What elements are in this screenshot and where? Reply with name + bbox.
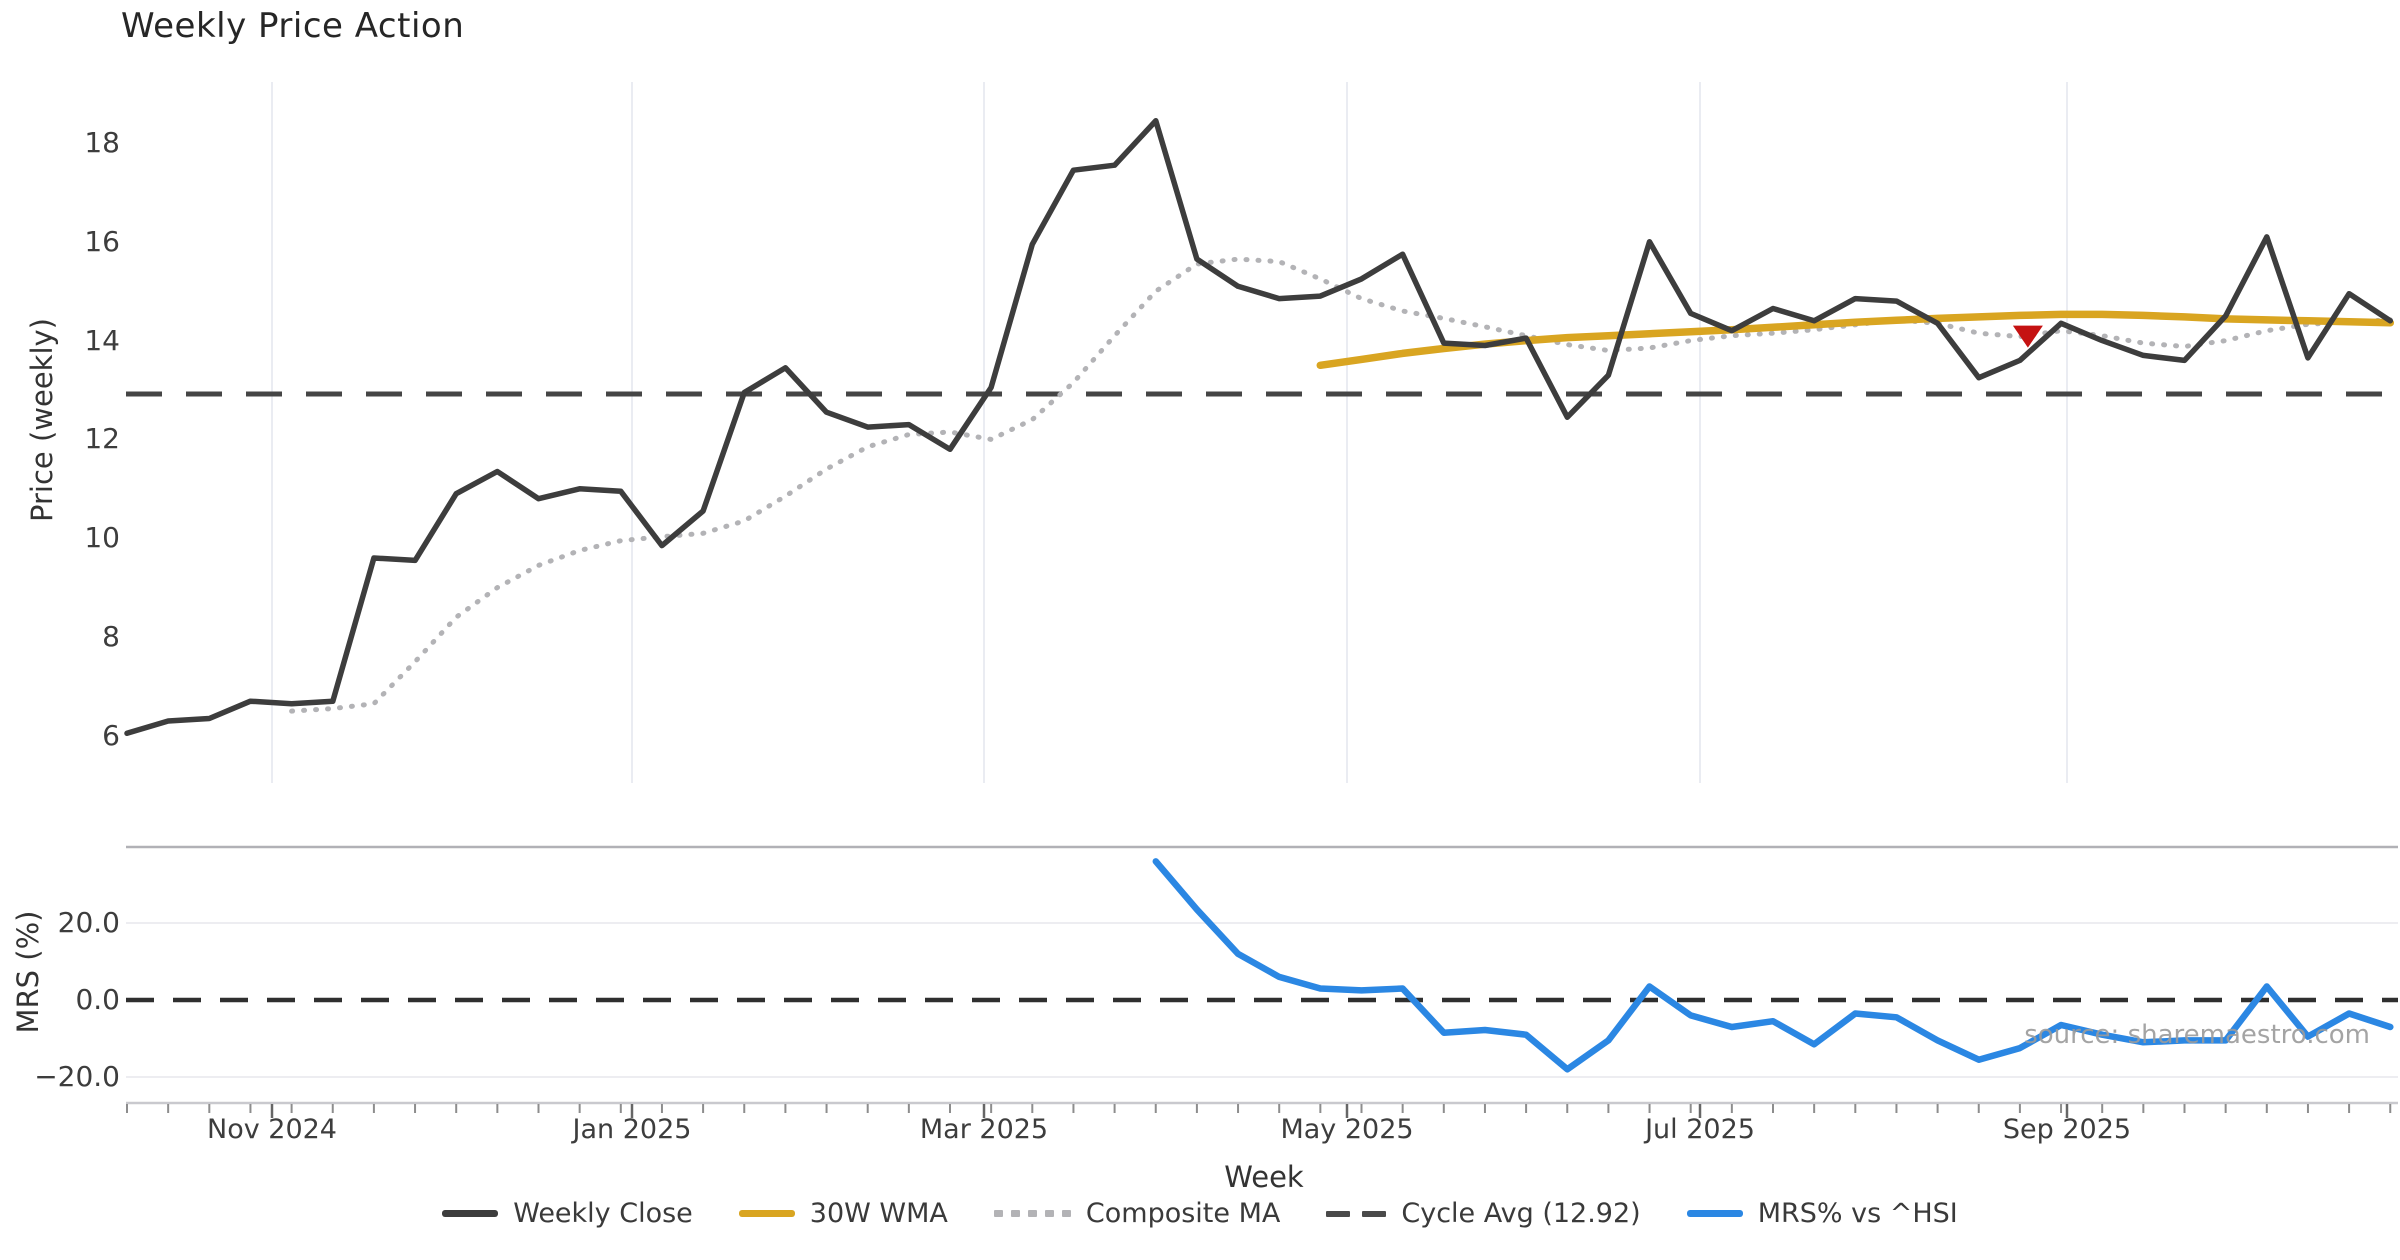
x-tick-label: May 2025 (1280, 1114, 1414, 1145)
x-tick-label: Jan 2025 (572, 1114, 692, 1145)
wma-line (1316, 310, 2395, 370)
legend-label: Weekly Close (513, 1198, 693, 1229)
y-tick-label: 6 (102, 719, 120, 752)
weekly-close-line-swatch (442, 1210, 499, 1217)
y-tick-label: 12 (84, 422, 120, 455)
x-tick-label: Mar 2025 (919, 1114, 1049, 1145)
y-tick-label: 14 (84, 324, 120, 357)
chart-title: Weekly Price Action (121, 6, 465, 46)
legend-label: 30W WMA (809, 1198, 948, 1229)
legend-item-composite-ma: Composite MA (993, 1198, 1281, 1229)
legend-item-cycle-avg: Cycle Avg (12.92) (1326, 1198, 1641, 1229)
legend-label: Cycle Avg (12.92) (1401, 1198, 1641, 1229)
x-axis-ticks (126, 1104, 2392, 1118)
y-tick-label: 20.0 (57, 906, 120, 939)
x-tick-label: Jul 2025 (1645, 1114, 1755, 1145)
top-panel-gridlines (271, 82, 2068, 783)
y-tick-label: 8 (102, 620, 120, 653)
mrs-line (1152, 858, 2394, 1073)
legend: Weekly Close 30W WMA Composite MA Cycle … (0, 1198, 2400, 1229)
legend-item-mrs: MRS% vs ^HSI (1686, 1198, 1958, 1229)
y-tick-label: 16 (84, 225, 120, 258)
x-tick-label: Nov 2024 (207, 1114, 337, 1145)
mrs-line-swatch (1686, 1210, 1743, 1217)
bottom-panel-frame (126, 845, 2398, 1105)
y-tick-label: 0.0 (75, 983, 120, 1016)
y-axis-label-price: Price (weekly) (25, 318, 59, 523)
legend-label: Composite MA (1085, 1198, 1281, 1229)
composite-ma-line (289, 256, 2393, 714)
event-marker-triangle-down (2012, 325, 2043, 348)
y-tick-label: 10 (84, 521, 120, 554)
y-tick-label: −20.0 (34, 1060, 120, 1093)
legend-item-30w-wma: 30W WMA (738, 1198, 948, 1229)
legend-item-weekly-close: Weekly Close (442, 1198, 693, 1229)
composite-ma-swatch (993, 1210, 1071, 1217)
source-watermark: source: sharemaestro.com (2024, 1020, 2370, 1050)
cycle-avg-swatch (1326, 1210, 1387, 1217)
y-axis-label-mrs: MRS (%) (11, 910, 45, 1034)
weekly-close-line (124, 118, 2394, 737)
x-axis-label: Week (1224, 1160, 1304, 1194)
y-tick-label: 18 (84, 126, 120, 159)
wma-line-swatch (738, 1210, 795, 1217)
legend-label: MRS% vs ^HSI (1757, 1198, 1958, 1229)
x-tick-label: Sep 2025 (2002, 1114, 2132, 1145)
